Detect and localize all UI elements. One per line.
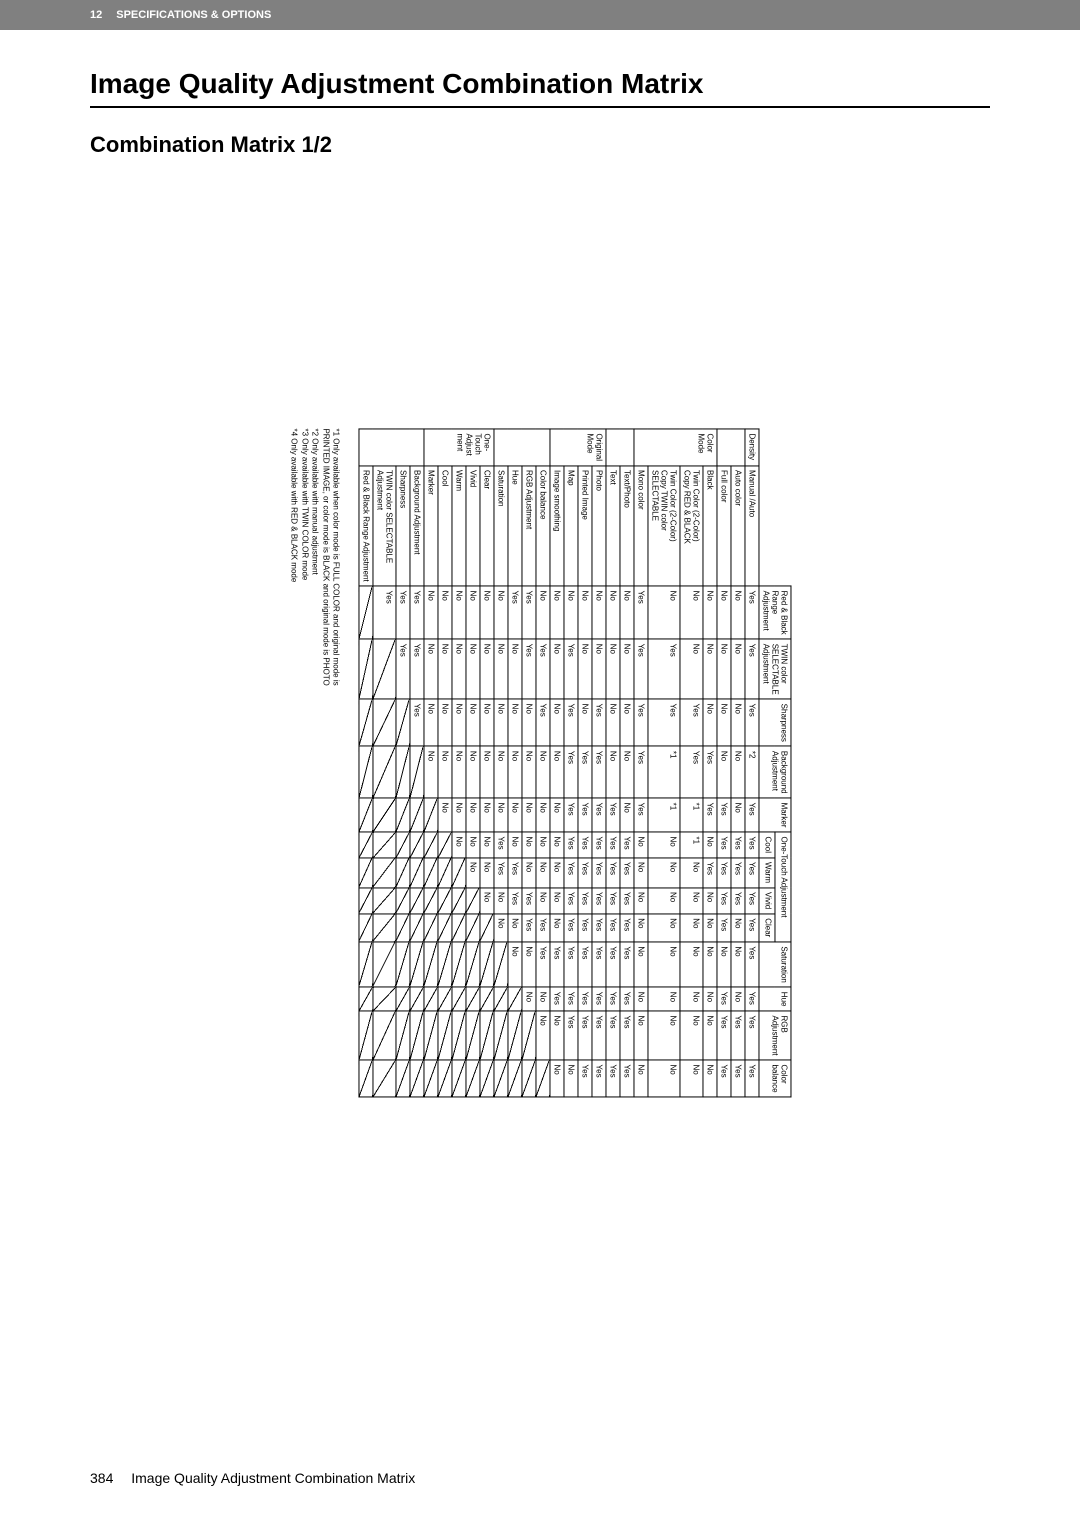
divider xyxy=(90,106,990,108)
footnote-line: *3 Only available with TWIN COLOR mode xyxy=(299,428,309,1097)
breadcrumb: 12 SPECIFICATIONS & OPTIONS xyxy=(0,0,1080,30)
matrix-area: Red & BlackRangeAdjustmentTWIN colorSELE… xyxy=(289,428,792,1097)
section-number: 12 xyxy=(90,9,102,21)
footnote-line: PRINTED IMAGE, or color mode is BLACK an… xyxy=(320,428,330,1097)
combination-matrix-table: Red & BlackRangeAdjustmentTWIN colorSELE… xyxy=(358,428,791,1097)
page-footer: 384 Image Quality Adjustment Combination… xyxy=(90,1470,415,1486)
footnote-line: *1 Only available when color mode is FUL… xyxy=(330,428,340,1097)
footnote-line: *4 Only available with RED & BLACK mode xyxy=(289,428,299,1097)
footnote-line: *2 Only available with manual adjustment xyxy=(309,428,319,1097)
rotated-content: Red & BlackRangeAdjustmentTWIN colorSELE… xyxy=(289,428,792,1097)
section-heading: Combination Matrix 1/2 xyxy=(90,132,990,158)
page-content: Image Quality Adjustment Combination Mat… xyxy=(0,30,1080,158)
footer-title: Image Quality Adjustment Combination Mat… xyxy=(131,1470,415,1486)
footnotes: *1 Only available when color mode is FUL… xyxy=(289,428,341,1097)
section-title: SPECIFICATIONS & OPTIONS xyxy=(116,9,271,21)
page-title: Image Quality Adjustment Combination Mat… xyxy=(90,68,990,100)
page-number: 384 xyxy=(90,1470,113,1486)
